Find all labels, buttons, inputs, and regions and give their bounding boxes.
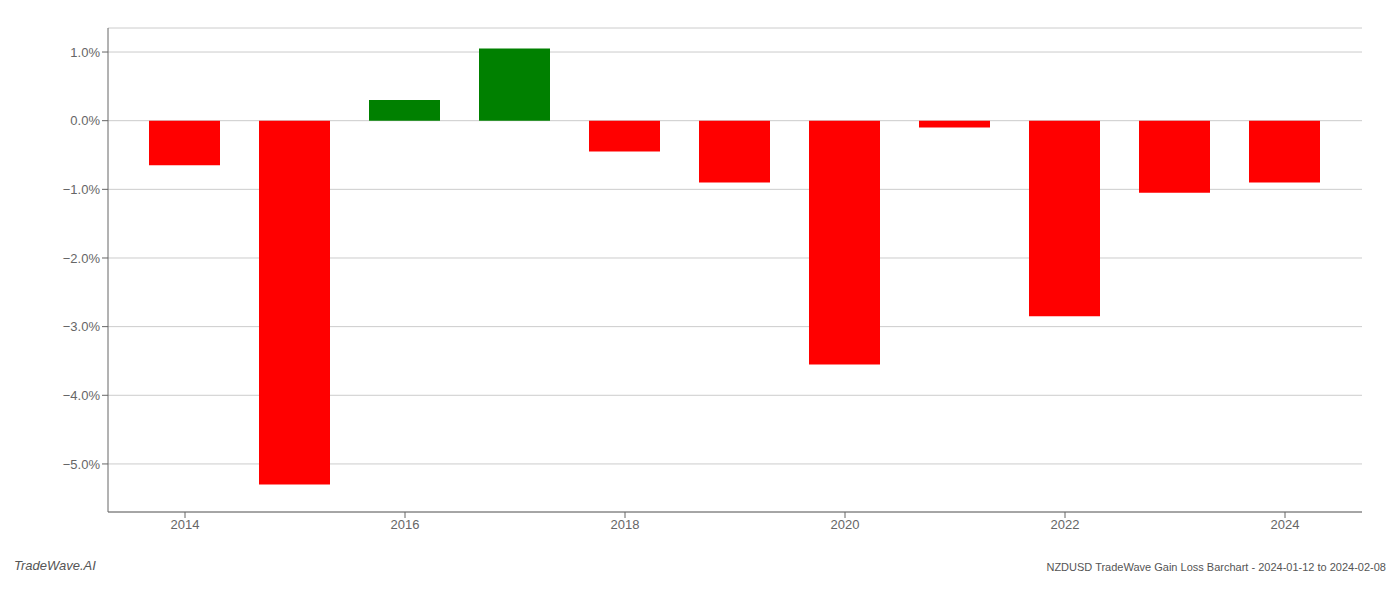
html-text:TradeWave.AI: TradeWave.AI	[14, 558, 96, 573]
svg-text:2016: 2016	[391, 517, 420, 532]
svg-text:2020: 2020	[831, 517, 860, 532]
svg-text:−3.0%: −3.0%	[63, 319, 101, 334]
svg-text:1.0%: 1.0%	[70, 45, 100, 60]
svg-text:−2.0%: −2.0%	[63, 251, 101, 266]
svg-text:2024: 2024	[1271, 517, 1300, 532]
svg-text:2022: 2022	[1051, 517, 1080, 532]
svg-text:2014: 2014	[171, 517, 200, 532]
svg-text:−1.0%: −1.0%	[63, 182, 101, 197]
svg-text:0.0%: 0.0%	[70, 113, 100, 128]
svg-text:−4.0%: −4.0%	[63, 388, 101, 403]
html-text:NZDUSD TradeWave Gain Loss Bar: NZDUSD TradeWave Gain Loss Barchart - 20…	[1046, 561, 1386, 573]
svg-text:−5.0%: −5.0%	[63, 457, 101, 472]
svg-text:2018: 2018	[611, 517, 640, 532]
